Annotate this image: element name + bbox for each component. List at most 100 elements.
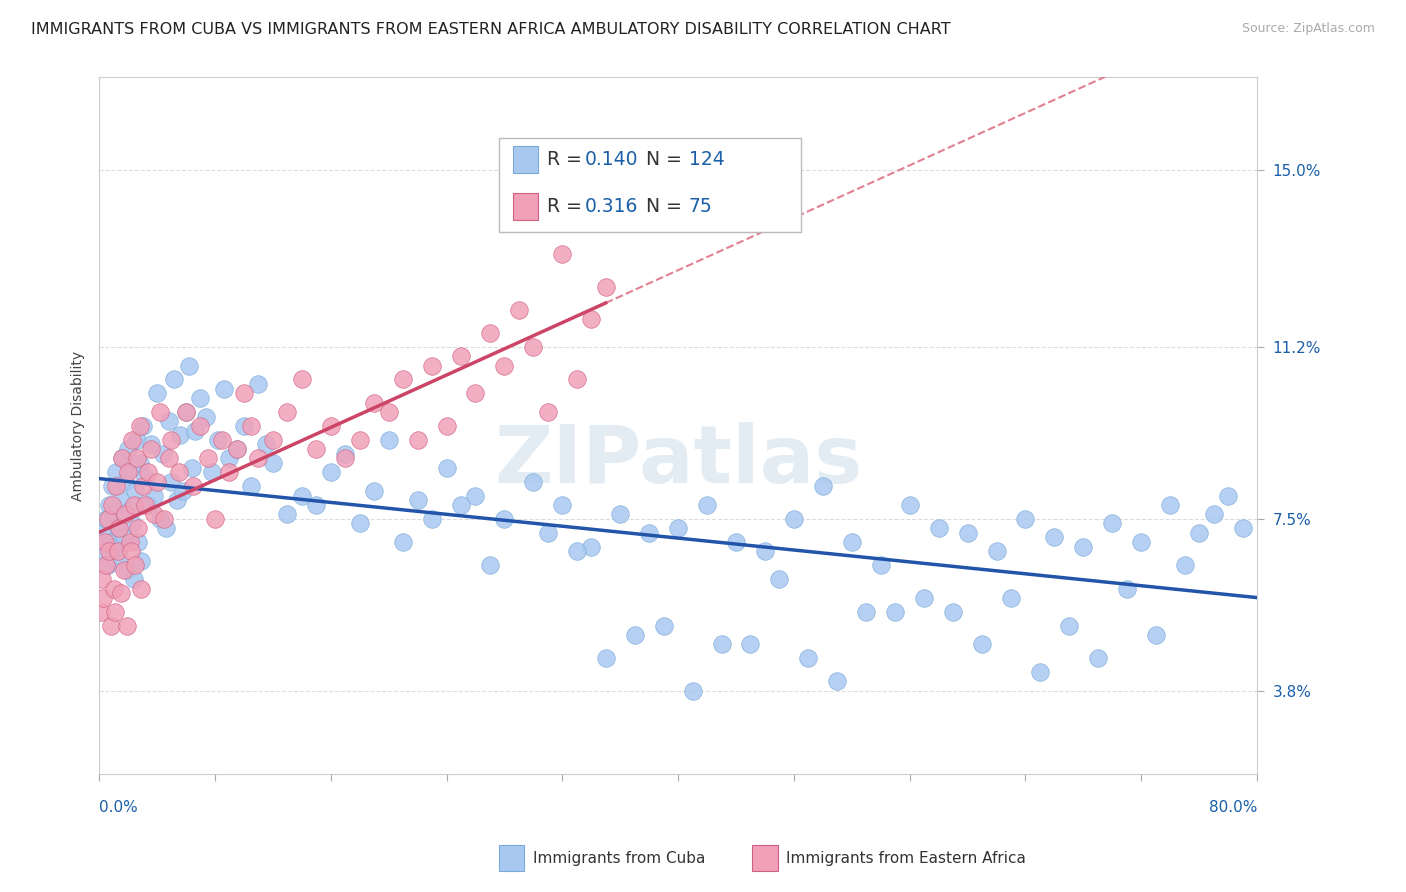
Point	[363, 483, 385, 498]
Point	[565, 372, 588, 386]
Point	[581, 312, 603, 326]
Point	[638, 525, 661, 540]
Point	[240, 479, 263, 493]
Point	[118, 535, 141, 549]
Point	[420, 512, 443, 526]
Point	[97, 558, 120, 573]
Point	[1000, 591, 1022, 605]
Point	[682, 683, 704, 698]
Point	[127, 535, 149, 549]
Point	[108, 521, 131, 535]
Point	[155, 521, 177, 535]
Point	[436, 460, 458, 475]
Point	[652, 618, 675, 632]
Point	[1101, 516, 1123, 531]
Point	[508, 302, 530, 317]
Point	[740, 637, 762, 651]
Point	[392, 372, 415, 386]
Point	[609, 507, 631, 521]
Point	[160, 475, 183, 489]
Point	[494, 359, 516, 373]
Point	[537, 525, 560, 540]
Point	[377, 433, 399, 447]
Text: 0.140: 0.140	[585, 150, 638, 169]
Point	[898, 498, 921, 512]
Point	[110, 493, 132, 508]
Point	[204, 512, 226, 526]
Point	[129, 582, 152, 596]
Point	[377, 405, 399, 419]
Point	[120, 544, 142, 558]
Point	[218, 451, 240, 466]
Point	[724, 535, 747, 549]
Point	[956, 525, 979, 540]
Point	[112, 530, 135, 544]
Point	[115, 618, 138, 632]
Point	[190, 391, 212, 405]
Point	[114, 475, 136, 489]
Point	[319, 418, 342, 433]
Point	[94, 535, 117, 549]
Point	[146, 475, 169, 489]
Point	[305, 442, 328, 457]
Point	[1216, 489, 1239, 503]
Text: IMMIGRANTS FROM CUBA VS IMMIGRANTS FROM EASTERN AFRICA AMBULATORY DISABILITY COR: IMMIGRANTS FROM CUBA VS IMMIGRANTS FROM …	[31, 22, 950, 37]
Text: N =: N =	[634, 150, 688, 169]
Text: 124: 124	[689, 150, 724, 169]
Point	[1188, 525, 1211, 540]
Point	[363, 395, 385, 409]
Point	[319, 466, 342, 480]
Point	[551, 247, 574, 261]
Point	[169, 428, 191, 442]
Point	[1159, 498, 1181, 512]
Point	[225, 442, 247, 457]
Point	[197, 451, 219, 466]
Point	[392, 535, 415, 549]
Point	[127, 521, 149, 535]
Point	[797, 651, 820, 665]
Point	[581, 540, 603, 554]
Point	[157, 451, 180, 466]
Point	[157, 414, 180, 428]
Point	[122, 572, 145, 586]
Point	[232, 386, 254, 401]
Point	[207, 433, 229, 447]
Point	[276, 507, 298, 521]
Point	[1029, 665, 1052, 680]
Point	[111, 451, 134, 466]
Point	[131, 418, 153, 433]
Point	[884, 605, 907, 619]
Point	[349, 433, 371, 447]
Point	[107, 544, 129, 558]
Point	[1174, 558, 1197, 573]
Point	[160, 433, 183, 447]
Point	[121, 433, 143, 447]
Point	[1073, 540, 1095, 554]
Point	[240, 418, 263, 433]
Point	[768, 572, 790, 586]
Text: N =: N =	[634, 196, 688, 216]
Point	[478, 326, 501, 340]
Point	[125, 451, 148, 466]
Point	[122, 498, 145, 512]
Point	[537, 405, 560, 419]
Point	[494, 512, 516, 526]
Point	[111, 451, 134, 466]
Point	[212, 382, 235, 396]
Point	[117, 442, 139, 457]
Point	[195, 409, 218, 424]
Point	[115, 563, 138, 577]
Point	[105, 479, 128, 493]
Point	[254, 437, 277, 451]
Point	[117, 466, 139, 480]
Point	[118, 502, 141, 516]
Text: 0.316: 0.316	[585, 196, 638, 216]
Point	[134, 498, 156, 512]
Point	[124, 483, 146, 498]
Point	[125, 433, 148, 447]
Point	[595, 279, 617, 293]
Point	[986, 544, 1008, 558]
Point	[98, 544, 121, 558]
Point	[149, 512, 172, 526]
Point	[180, 460, 202, 475]
